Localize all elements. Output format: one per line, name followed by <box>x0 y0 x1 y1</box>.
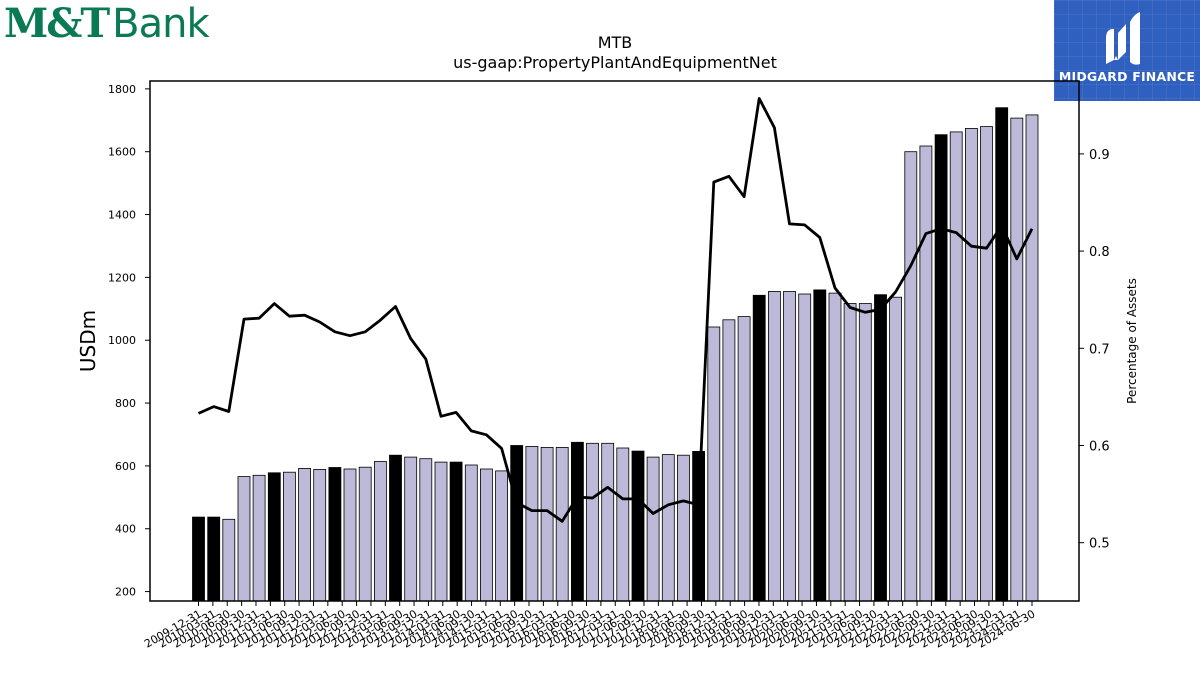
y-tick-label: 200 <box>115 586 136 599</box>
y-tick-label: 1400 <box>108 209 136 222</box>
bar <box>631 450 645 602</box>
bar <box>282 471 296 602</box>
y-tick-label: 1000 <box>108 334 136 347</box>
bar <box>313 468 327 602</box>
y-tick-label: 1800 <box>108 83 136 96</box>
midgard-finance-name: MIDGARD FINANCE <box>1058 69 1196 84</box>
mt-bank-logo: M&T Bank <box>4 0 210 47</box>
bar <box>192 516 205 602</box>
x-axis: 2009-12-312010-03-312010-06-302010-09-30… <box>142 601 1038 651</box>
bar <box>646 456 660 602</box>
bar <box>540 446 554 602</box>
bar <box>404 456 418 602</box>
bar <box>479 468 493 602</box>
bar <box>495 470 509 602</box>
bar <box>692 450 705 602</box>
y-tick-label: 1200 <box>108 271 136 284</box>
bar <box>995 107 1009 602</box>
bar <box>813 289 827 602</box>
y2-tick-label: 0.9 <box>1089 148 1110 163</box>
bar <box>707 326 721 602</box>
y2-tick-label: 0.6 <box>1089 439 1110 454</box>
bar <box>419 458 433 602</box>
bar <box>358 466 372 602</box>
y-tick-label: 800 <box>115 397 136 410</box>
y2-tick-label: 0.7 <box>1089 342 1110 357</box>
bar <box>389 454 402 602</box>
bar <box>798 293 812 602</box>
bar <box>222 518 236 602</box>
right-y-axis: 0.5 0.6 0.7 0.8 0.9 <box>1079 148 1110 552</box>
bar <box>449 461 463 602</box>
bar <box>601 442 615 602</box>
bar <box>434 461 448 602</box>
bar <box>510 445 524 602</box>
y-tick-label: 1600 <box>108 146 136 159</box>
bank-logo-word: Bank <box>112 1 209 47</box>
percentage-of-assets-line <box>197 97 1034 523</box>
bar <box>525 445 539 602</box>
y2-axis-label: Percentage of Assets <box>1125 278 1139 404</box>
bar <box>904 151 918 602</box>
bar <box>343 468 357 602</box>
bar <box>934 134 948 602</box>
y-axis-label: USDm <box>76 310 100 372</box>
line-series <box>197 97 1034 523</box>
y-tick-label: 600 <box>115 460 136 473</box>
bar <box>843 303 857 602</box>
midgard-m-icon <box>1106 12 1140 65</box>
bar <box>555 446 569 602</box>
bar <box>783 291 796 602</box>
y2-tick-label: 0.5 <box>1089 537 1110 552</box>
bar <box>267 472 281 602</box>
bar <box>661 454 675 602</box>
bar <box>768 291 781 602</box>
bar <box>586 442 599 602</box>
chart-title: MTB <box>598 33 633 52</box>
bar <box>298 467 312 602</box>
bar <box>965 127 978 602</box>
bar <box>737 316 751 602</box>
plot-frame <box>149 80 1080 602</box>
bar-series <box>192 107 1039 602</box>
bar <box>571 441 584 602</box>
y-tick-label: 400 <box>115 523 136 536</box>
bar <box>980 126 993 602</box>
bar <box>252 474 266 602</box>
bar <box>722 319 736 602</box>
bar <box>858 303 872 602</box>
left-y-axis: 200 400 600 800 1000 1200 1400 1600 1800 <box>108 83 150 599</box>
bar <box>828 292 842 602</box>
bar <box>616 447 630 602</box>
bar <box>677 454 690 602</box>
bar <box>464 464 478 602</box>
bar <box>874 294 887 602</box>
bar <box>1010 117 1024 602</box>
bar <box>949 131 963 602</box>
y2-tick-label: 0.8 <box>1089 245 1110 260</box>
bar <box>237 476 251 602</box>
bar <box>373 461 387 602</box>
chart-subtitle: us-gaap:PropertyPlantAndEquipmentNet <box>453 53 777 72</box>
bar <box>919 145 933 602</box>
bar <box>207 516 221 602</box>
bar <box>1025 114 1039 602</box>
bar <box>752 294 766 602</box>
bar <box>328 467 342 602</box>
bar <box>889 296 902 602</box>
bank-logo-mark: M&T <box>4 0 110 47</box>
